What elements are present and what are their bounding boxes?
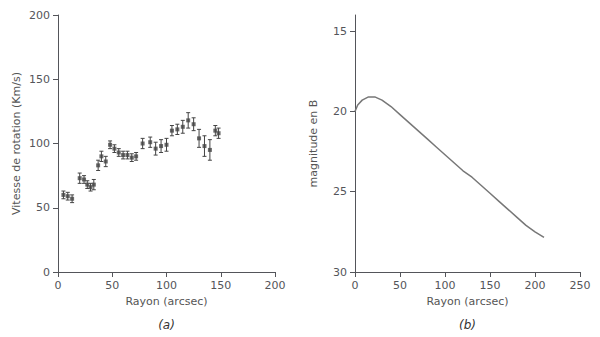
svg-text:150: 150 bbox=[480, 279, 501, 292]
svg-text:50: 50 bbox=[36, 201, 50, 214]
svg-text:15: 15 bbox=[333, 25, 347, 38]
svg-text:Rayon (arcsec): Rayon (arcsec) bbox=[426, 295, 508, 308]
svg-text:(b): (b) bbox=[459, 318, 476, 332]
svg-text:200: 200 bbox=[525, 279, 546, 292]
svg-text:0: 0 bbox=[55, 279, 62, 292]
svg-text:20: 20 bbox=[333, 105, 347, 118]
svg-text:50: 50 bbox=[393, 279, 407, 292]
svg-text:100: 100 bbox=[435, 279, 456, 292]
svg-text:30: 30 bbox=[333, 266, 347, 279]
svg-text:magnitude en B: magnitude en B bbox=[307, 100, 320, 188]
svg-text:200: 200 bbox=[29, 9, 50, 22]
svg-text:25: 25 bbox=[333, 185, 347, 198]
svg-text:100: 100 bbox=[156, 279, 177, 292]
svg-text:Rayon (arcsec): Rayon (arcsec) bbox=[125, 295, 207, 308]
svg-text:200: 200 bbox=[265, 279, 286, 292]
svg-text:100: 100 bbox=[29, 137, 50, 150]
svg-text:250: 250 bbox=[570, 279, 591, 292]
svg-text:Vitesse de rotation (Km/s): Vitesse de rotation (Km/s) bbox=[10, 72, 23, 215]
svg-text:(a): (a) bbox=[158, 318, 175, 332]
svg-text:0: 0 bbox=[352, 279, 359, 292]
svg-text:150: 150 bbox=[29, 73, 50, 86]
svg-text:0: 0 bbox=[43, 266, 50, 279]
svg-text:150: 150 bbox=[210, 279, 231, 292]
svg-text:50: 50 bbox=[105, 279, 119, 292]
